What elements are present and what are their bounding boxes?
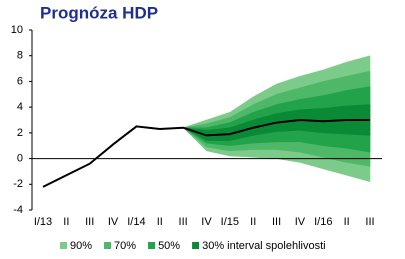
x-tick-label: I/15: [221, 216, 239, 228]
legend-swatch: [60, 242, 67, 249]
forecast-line: [42, 118, 370, 188]
x-tick-label: IV: [108, 216, 119, 228]
legend-swatch: [192, 242, 200, 249]
legend-label: 90%: [70, 240, 92, 252]
legend-label: 50%: [158, 240, 180, 252]
y-tick-label: -4: [13, 204, 23, 216]
legend-swatch: [148, 242, 156, 249]
chart-title: Prognóza HDP: [40, 3, 158, 22]
legend-swatch: [104, 242, 112, 249]
y-tick-label: 2: [17, 127, 23, 139]
y-tick-label: -2: [13, 178, 23, 190]
y-tick-label: 0: [17, 152, 23, 164]
x-tick-label: III: [365, 216, 374, 228]
x-tick-label: III: [179, 216, 188, 228]
legend-label: 70%: [114, 240, 136, 252]
x-tick-label: I/14: [127, 216, 145, 228]
x-tick-label: IV: [295, 216, 306, 228]
x-tick-label: I/13: [34, 216, 52, 228]
x-tick-label: II: [63, 216, 69, 228]
x-tick-label: IV: [201, 216, 212, 228]
y-tick-label: 6: [17, 75, 23, 87]
x-tick-label: II: [250, 216, 256, 228]
x-tick-label: III: [85, 216, 94, 228]
x-tick-label: II: [344, 216, 350, 228]
y-tick-label: 10: [11, 24, 23, 36]
x-tick-label: III: [272, 216, 281, 228]
y-tick-label: 4: [17, 101, 23, 113]
x-tick-label: I/16: [314, 216, 332, 228]
legend-label: 30% interval spolehlivosti: [202, 240, 326, 252]
x-tick-label: II: [157, 216, 163, 228]
y-tick-label: 8: [17, 50, 23, 62]
